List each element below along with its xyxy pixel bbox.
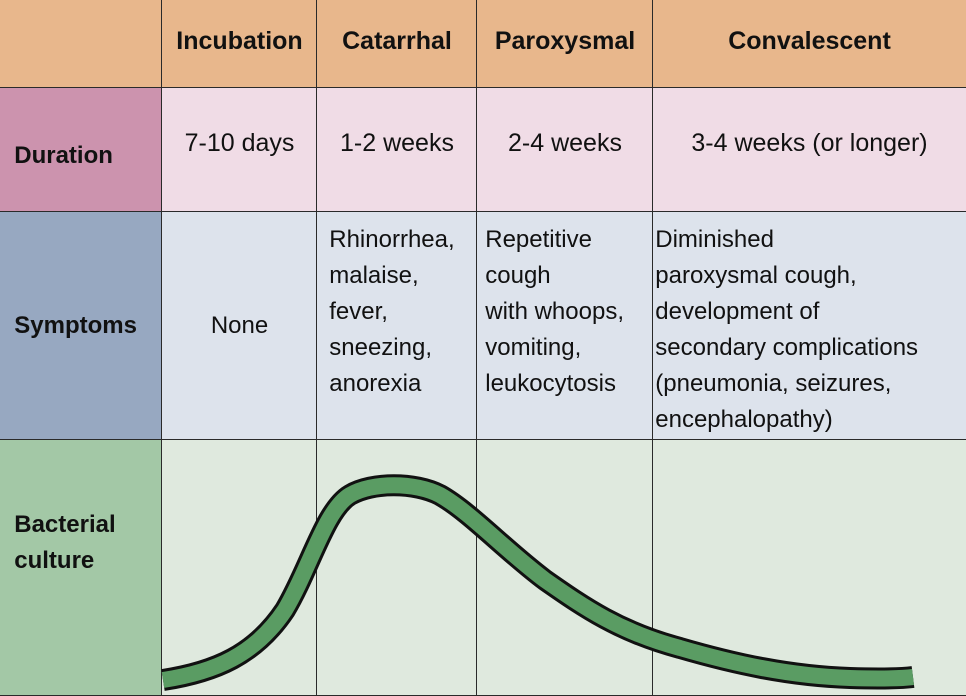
culture-incubation [161,439,318,696]
row-label-symptoms: Symptoms [0,211,163,441]
symptoms-paroxysmal: Repetitive cough with whoops, vomiting, … [476,211,654,441]
header-corner [0,0,163,89]
header-catarrhal: Catarrhal [316,0,478,89]
symptoms-catarrhal: Rhinorrhea, malaise, fever, sneezing, an… [316,211,478,441]
duration-paroxysmal: 2-4 weeks [476,87,654,213]
duration-convalescent: 3-4 weeks (or longer) [652,87,966,213]
row-label-duration: Duration [0,87,163,213]
header-convalescent: Convalescent [652,0,966,89]
symptoms-incubation: None [161,211,318,441]
duration-incubation: 7-10 days [161,87,318,213]
row-label-bacterial-culture: Bacterial culture [0,439,163,696]
header-incubation: Incubation [161,0,318,89]
culture-convalescent [652,439,966,696]
header-paroxysmal: Paroxysmal [476,0,654,89]
culture-paroxysmal [476,439,654,696]
duration-catarrhal: 1-2 weeks [316,87,478,213]
culture-catarrhal [316,439,478,696]
symptoms-convalescent: Diminished paroxysmal cough, development… [652,211,966,441]
